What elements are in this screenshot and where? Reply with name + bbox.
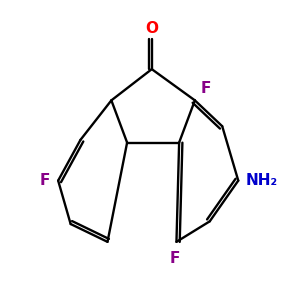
Text: F: F: [200, 81, 211, 96]
Text: O: O: [145, 21, 158, 36]
Text: F: F: [170, 251, 180, 266]
Text: NH₂: NH₂: [246, 173, 278, 188]
Text: F: F: [40, 173, 50, 188]
